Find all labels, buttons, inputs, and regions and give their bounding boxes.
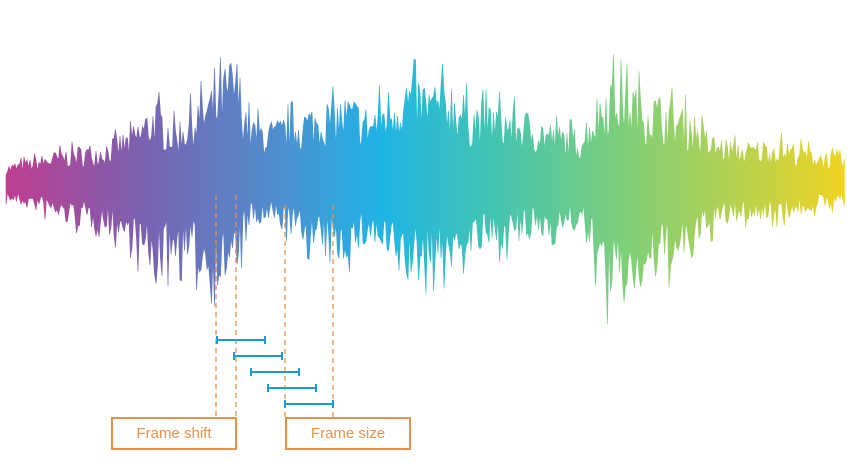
frame-guide-lines [215,195,334,417]
frame-bar [233,352,283,360]
analysis-frames [216,336,334,408]
frame-size-label: Frame size [285,417,411,450]
frame-bar [250,368,300,376]
waveform-shape [5,54,845,325]
frame-bar [216,336,266,344]
frame-bar [267,384,317,392]
audio-waveform [5,54,845,325]
frame-shift-label: Frame shift [111,417,237,450]
frame-bar [284,400,334,408]
